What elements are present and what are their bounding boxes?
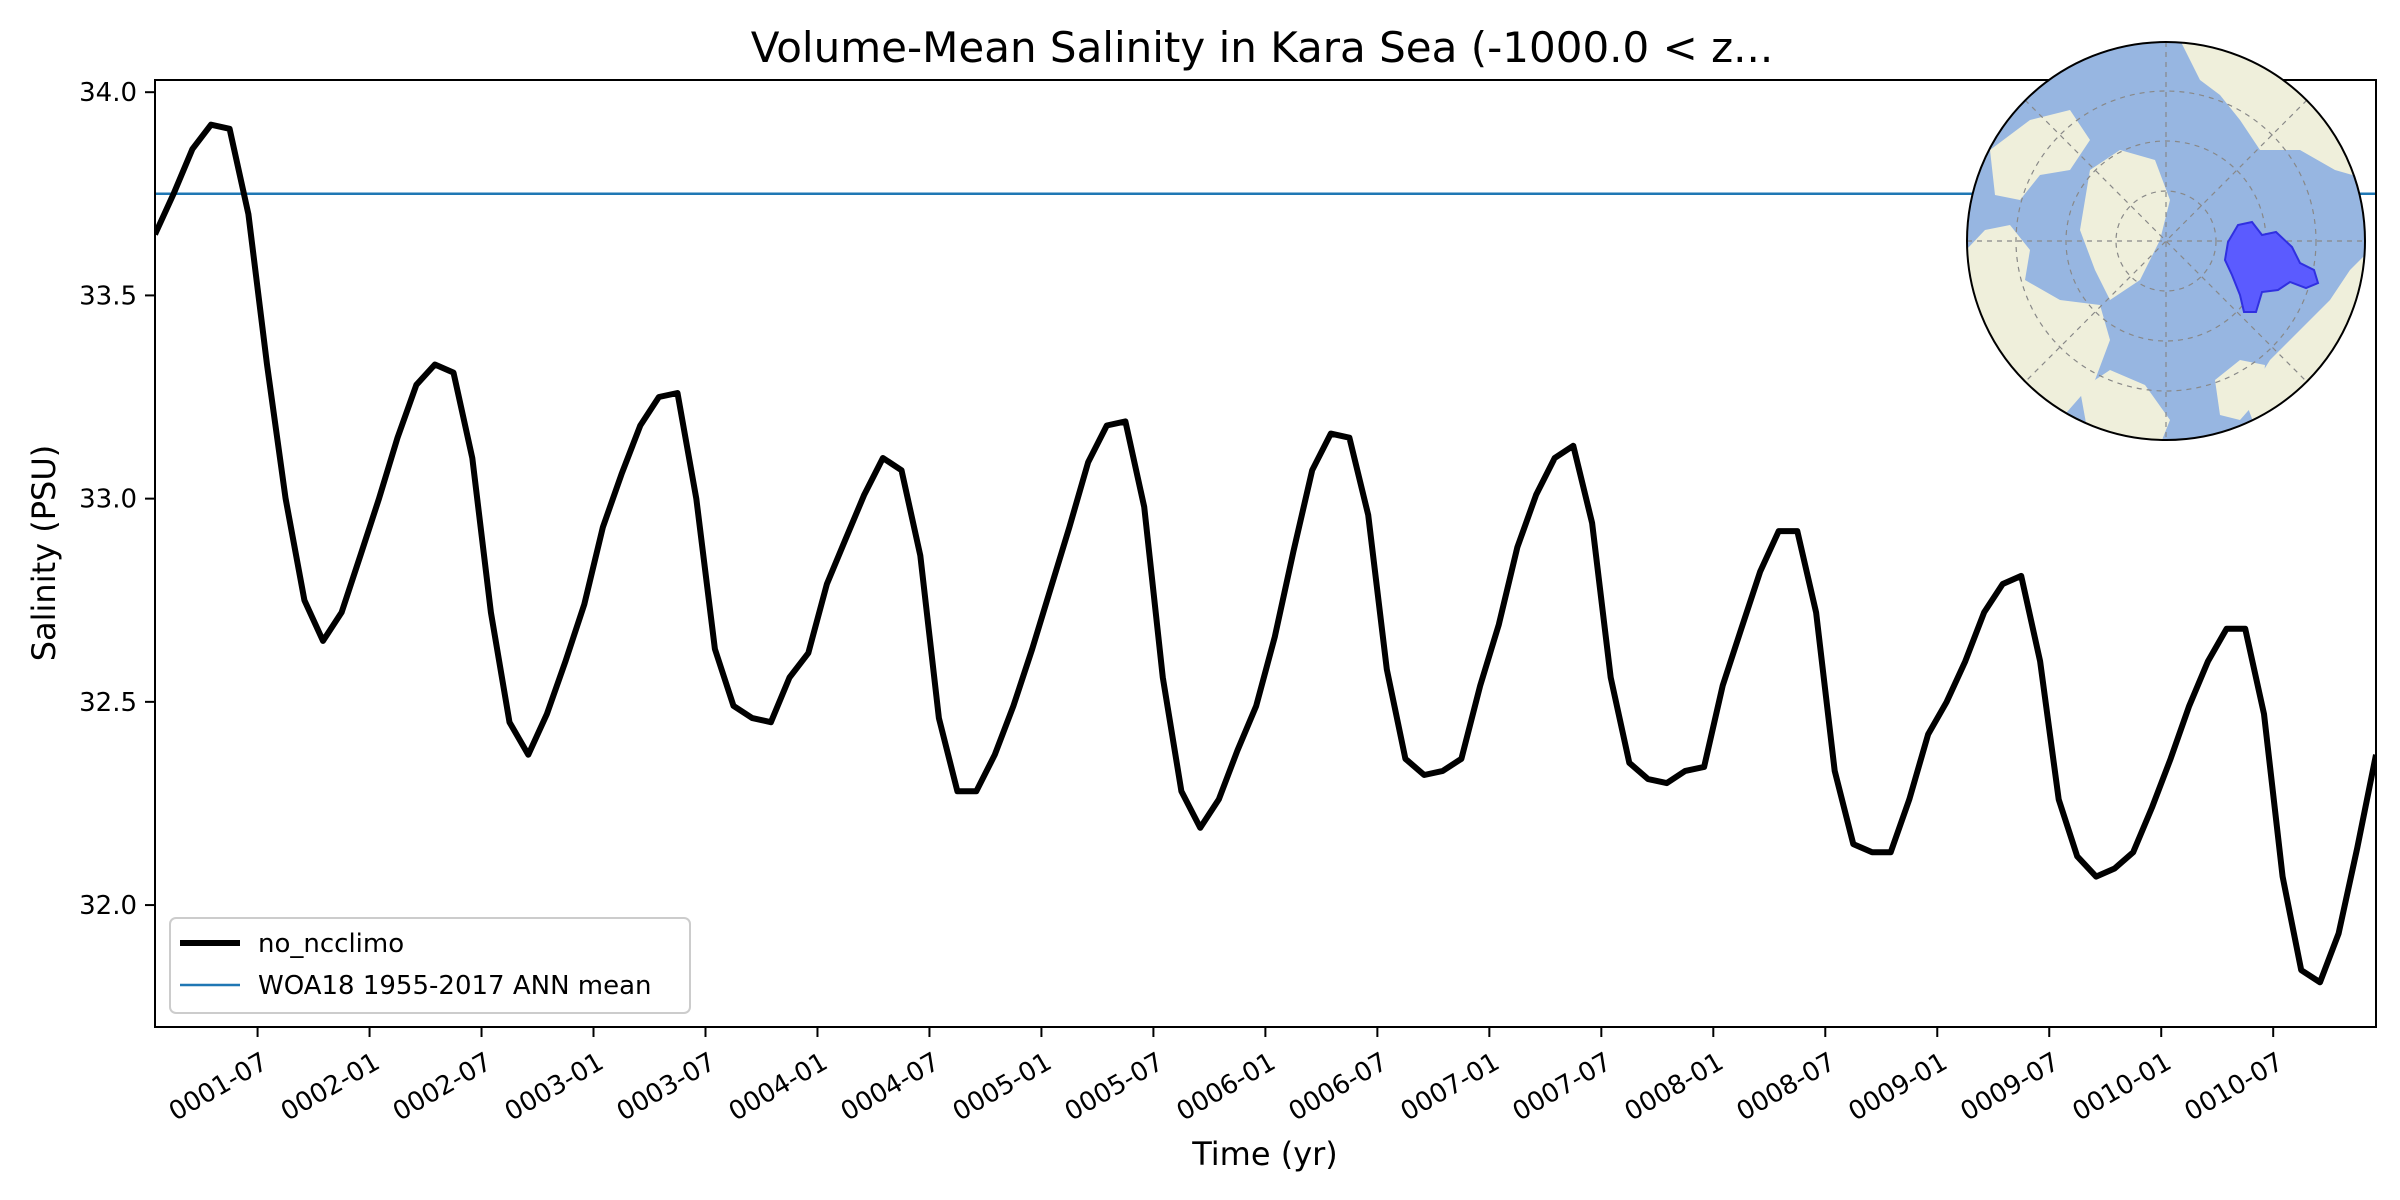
legend-label-woa18: WOA18 1955-2017 ANN mean — [258, 971, 652, 1001]
map-land-scandinavia — [2215, 360, 2265, 420]
y-axis-label: Salinity (PSU) — [25, 445, 63, 662]
map-land-canadian-islands — [1990, 110, 2090, 200]
y-axis-ticks: 32.0 32.5 33.0 33.5 34.0 — [79, 78, 155, 921]
x-axis-label: Time (yr) — [1191, 1135, 1338, 1173]
y-tick-label: 32.0 — [79, 891, 137, 921]
inset-polar-map — [1966, 41, 2366, 441]
plot-frame — [154, 79, 2377, 1028]
y-tick-label: 33.0 — [79, 485, 137, 515]
map-land-north-asia — [2180, 42, 2365, 180]
map-land-europe — [2080, 370, 2170, 440]
y-tick-label: 34.0 — [79, 78, 137, 108]
y-tick-label: 33.5 — [79, 281, 137, 311]
no-ncclimo-line — [155, 121, 2376, 986]
map-kara-sea-region — [2223, 220, 2320, 313]
legend-box — [169, 917, 691, 1014]
map-outline — [1966, 41, 2366, 441]
map-land-greenland — [2080, 150, 2170, 300]
legend: no_ncclimo WOA18 1955-2017 ANN mean — [169, 917, 691, 1014]
y-tick-label: 32.5 — [79, 688, 137, 718]
legend-label-no-ncclimo: no_ncclimo — [258, 929, 404, 959]
chart-title: Volume-Mean Salinity in Kara Sea (-1000.… — [751, 23, 1773, 72]
